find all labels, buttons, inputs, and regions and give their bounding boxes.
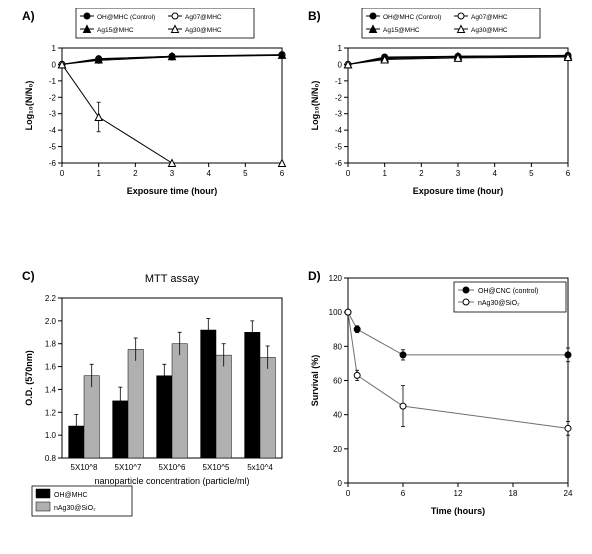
svg-text:1: 1 <box>96 169 101 178</box>
svg-text:Time (hours): Time (hours) <box>431 506 485 516</box>
svg-text:1: 1 <box>338 44 343 53</box>
svg-text:20: 20 <box>333 445 342 454</box>
svg-text:-1: -1 <box>335 77 343 86</box>
svg-text:1.2: 1.2 <box>45 408 57 417</box>
panel-c: C) MTT assay 0.8 1.0 1.2 1.4 1.6 1.8 2.0 2.2 5X10^… <box>20 268 290 518</box>
svg-text:A): A) <box>22 9 35 23</box>
svg-text:80: 80 <box>333 342 342 351</box>
panel-d: D) 0 6 12 18 24 0 20 40 60 80 100 120 Time (hours) Sur… <box>306 268 576 518</box>
svg-text:-6: -6 <box>49 159 57 168</box>
svg-text:2: 2 <box>133 169 138 178</box>
svg-text:3: 3 <box>456 169 461 178</box>
svg-text:-5: -5 <box>335 143 343 152</box>
svg-text:D): D) <box>308 269 321 283</box>
svg-text:6: 6 <box>566 169 571 178</box>
svg-text:60: 60 <box>333 377 342 386</box>
svg-text:-3: -3 <box>49 110 57 119</box>
svg-text:5X10^8: 5X10^8 <box>71 463 98 472</box>
svg-text:4: 4 <box>206 169 211 178</box>
svg-text:5X10^5: 5X10^5 <box>203 463 230 472</box>
svg-text:B): B) <box>308 9 321 23</box>
svg-text:0: 0 <box>346 169 351 178</box>
svg-text:5X10^6: 5X10^6 <box>159 463 186 472</box>
svg-text:Ag07@MHC: Ag07@MHC <box>185 14 222 21</box>
svg-text:Exposure time (hour): Exposure time (hour) <box>413 186 504 196</box>
svg-text:0: 0 <box>338 479 343 488</box>
svg-text:Log₁₀(N/N₀): Log₁₀(N/N₀) <box>310 81 320 131</box>
svg-text:4: 4 <box>492 169 497 178</box>
svg-text:3: 3 <box>170 169 175 178</box>
svg-text:0: 0 <box>338 60 343 69</box>
svg-text:1.6: 1.6 <box>45 363 57 372</box>
svg-text:0: 0 <box>346 489 351 498</box>
svg-text:Ag07@MHC: Ag07@MHC <box>471 14 508 21</box>
svg-text:OH@MHC (Control): OH@MHC (Control) <box>383 14 441 21</box>
svg-text:-6: -6 <box>335 159 343 168</box>
panel-a: A) 0 1 2 3 4 5 6 -6 -5 -4 -3 -2 -1 0 1 Exposure time (ho… <box>20 8 290 198</box>
svg-text:1: 1 <box>52 44 57 53</box>
svg-text:Ag15@MHC: Ag15@MHC <box>97 27 134 34</box>
svg-text:1: 1 <box>382 169 387 178</box>
svg-text:Ag15@MHC: Ag15@MHC <box>383 27 420 34</box>
svg-text:24: 24 <box>564 489 573 498</box>
svg-text:Ag30@MHC: Ag30@MHC <box>185 27 222 34</box>
svg-text:1.4: 1.4 <box>45 385 57 394</box>
svg-text:2: 2 <box>419 169 424 178</box>
svg-text:Log₁₀(N/N₀): Log₁₀(N/N₀) <box>24 81 34 131</box>
svg-text:5X10^7: 5X10^7 <box>115 463 142 472</box>
svg-text:12: 12 <box>454 489 463 498</box>
svg-text:Survival (%): Survival (%) <box>310 355 320 407</box>
svg-text:O.D. (570nm): O.D. (570nm) <box>24 350 34 406</box>
svg-text:40: 40 <box>333 411 342 420</box>
svg-text:OH@MHC (Control): OH@MHC (Control) <box>97 14 155 21</box>
svg-text:100: 100 <box>329 308 343 317</box>
svg-text:nAg30@SiO₂: nAg30@SiO₂ <box>54 505 96 512</box>
svg-text:1.0: 1.0 <box>45 431 57 440</box>
svg-text:-2: -2 <box>49 93 57 102</box>
svg-text:-2: -2 <box>335 93 343 102</box>
svg-text:Ag30@MHC: Ag30@MHC <box>471 27 508 34</box>
svg-text:-3: -3 <box>335 110 343 119</box>
svg-text:Exposure time (hour): Exposure time (hour) <box>127 186 218 196</box>
svg-text:nAg30@SiO₂: nAg30@SiO₂ <box>478 300 520 307</box>
svg-text:MTT assay: MTT assay <box>145 273 200 285</box>
svg-text:0.8: 0.8 <box>45 454 57 463</box>
svg-text:-4: -4 <box>49 126 57 135</box>
svg-text:OH@CNC (control): OH@CNC (control) <box>478 288 538 295</box>
svg-text:2.2: 2.2 <box>45 294 57 303</box>
svg-text:-5: -5 <box>49 143 57 152</box>
svg-text:5x10^4: 5x10^4 <box>247 463 273 472</box>
svg-text:1.8: 1.8 <box>45 340 57 349</box>
svg-text:0: 0 <box>60 169 65 178</box>
svg-text:-4: -4 <box>335 126 343 135</box>
svg-text:5: 5 <box>529 169 534 178</box>
svg-text:0: 0 <box>52 60 57 69</box>
panel-b: B) 0 1 2 3 4 5 6 -6 -5 -4 -3 -2 -1 0 1 Exposure time (ho… <box>306 8 576 198</box>
svg-text:nanoparticle concentration (pa: nanoparticle concentration (particle/ml) <box>94 476 249 486</box>
svg-text:-1: -1 <box>49 77 57 86</box>
svg-text:6: 6 <box>401 489 406 498</box>
svg-text:6: 6 <box>280 169 285 178</box>
svg-text:5: 5 <box>243 169 248 178</box>
svg-text:2.0: 2.0 <box>45 317 57 326</box>
svg-text:18: 18 <box>509 489 518 498</box>
svg-text:C): C) <box>22 269 35 283</box>
svg-text:OH@MHC: OH@MHC <box>54 492 88 499</box>
svg-text:120: 120 <box>329 274 343 283</box>
